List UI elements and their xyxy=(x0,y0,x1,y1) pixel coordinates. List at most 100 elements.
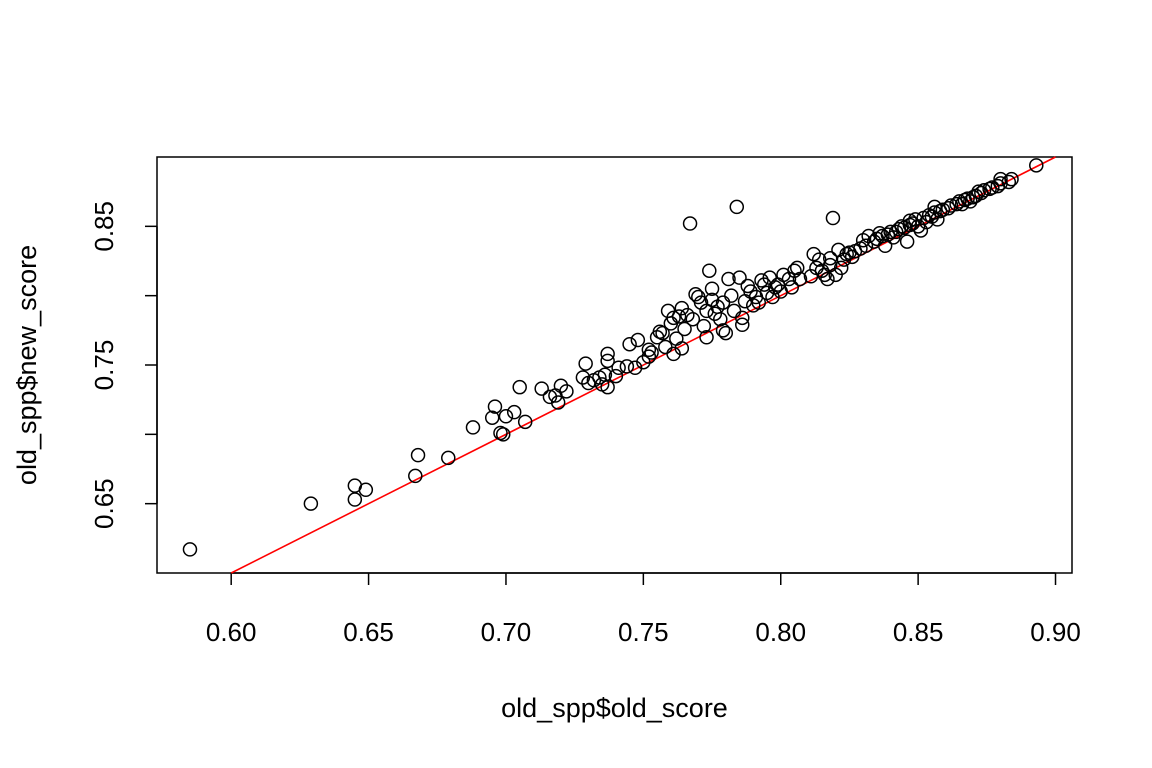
y-axis-label: old_spp$new_score xyxy=(12,245,42,485)
data-point xyxy=(789,260,805,276)
data-point xyxy=(550,395,566,410)
data-point xyxy=(927,205,942,220)
y-tick-label: 0.65 xyxy=(89,478,119,529)
data-point xyxy=(655,325,670,341)
data-point xyxy=(408,468,423,484)
data-point xyxy=(993,171,1008,187)
data-point xyxy=(517,414,533,430)
data-point xyxy=(784,280,799,295)
data-point xyxy=(441,450,456,466)
x-tick-label: 0.65 xyxy=(343,617,394,647)
data-point xyxy=(713,311,728,327)
data-point xyxy=(622,336,637,352)
data-point xyxy=(512,379,527,395)
data-point xyxy=(685,311,701,327)
data-point xyxy=(611,360,626,376)
data-point xyxy=(877,238,893,253)
data-point xyxy=(963,194,978,209)
data-point xyxy=(726,303,742,319)
data-point xyxy=(671,309,687,324)
data-point xyxy=(960,191,975,206)
data-point xyxy=(495,427,511,442)
data-point xyxy=(707,306,723,321)
data-point xyxy=(954,196,970,212)
data-point xyxy=(872,226,887,241)
data-point xyxy=(825,210,841,226)
data-point xyxy=(732,270,747,285)
data-point xyxy=(952,194,967,209)
y-tick-label: 0.85 xyxy=(89,201,119,252)
data-point xyxy=(465,420,481,435)
data-point xyxy=(487,399,503,414)
data-point xyxy=(751,295,767,310)
data-point xyxy=(919,214,934,230)
data-point xyxy=(559,384,574,399)
data-point xyxy=(976,183,992,198)
data-point xyxy=(534,381,549,396)
data-point xyxy=(674,341,690,356)
data-point xyxy=(498,409,514,424)
data-point xyxy=(600,379,615,395)
data-point xyxy=(724,288,739,303)
data-point xyxy=(658,339,673,355)
data-point xyxy=(820,271,835,287)
data-point xyxy=(743,284,758,299)
x-tick-label: 0.90 xyxy=(1030,617,1081,647)
data-point xyxy=(641,342,657,357)
data-point xyxy=(899,234,915,249)
data-point xyxy=(677,321,692,337)
data-point xyxy=(619,359,635,374)
data-point xyxy=(600,346,615,362)
x-tick-label: 0.85 xyxy=(893,617,944,647)
data-point xyxy=(822,250,838,266)
x-tick-label: 0.80 xyxy=(755,617,806,647)
data-point xyxy=(630,332,646,348)
x-axis: 0.60 0.65 0.70 0.75 0.80 0.85 0.90 xyxy=(206,572,1081,647)
data-point xyxy=(358,482,374,498)
y-axis: 0.65 0.75 0.85 xyxy=(89,201,158,529)
x-tick-label: 0.70 xyxy=(481,617,532,647)
data-point xyxy=(704,281,720,296)
x-tick-label: 0.60 xyxy=(206,617,257,647)
data-point xyxy=(600,353,615,369)
data-point xyxy=(410,447,426,463)
data-point xyxy=(1001,174,1017,190)
data-point xyxy=(575,370,591,385)
y-tick-label: 0.75 xyxy=(89,340,119,391)
data-point xyxy=(347,492,363,507)
data-point xyxy=(702,263,717,278)
data-point xyxy=(735,310,750,326)
data-point xyxy=(636,354,651,370)
data-point xyxy=(699,330,714,345)
x-tick-label: 0.75 xyxy=(618,617,669,647)
data-point xyxy=(666,310,681,326)
data-point xyxy=(792,271,808,287)
x-axis-label: old_spp$old_score xyxy=(501,693,728,723)
data-point xyxy=(985,180,1000,195)
data-point xyxy=(553,378,569,394)
data-point xyxy=(943,198,959,213)
data-point xyxy=(641,349,657,364)
data-point xyxy=(806,246,821,262)
data-point xyxy=(888,224,904,240)
data-point xyxy=(578,356,593,371)
data-point xyxy=(1029,158,1044,173)
data-point xyxy=(721,271,736,287)
data-point xyxy=(941,201,956,216)
data-point xyxy=(875,228,890,244)
data-point xyxy=(644,345,659,360)
data-point xyxy=(1004,171,1019,187)
data-point xyxy=(682,216,698,231)
data-point xyxy=(718,325,734,341)
data-point xyxy=(303,496,319,511)
data-point xyxy=(935,202,951,217)
data-point xyxy=(735,317,750,333)
data-points xyxy=(182,158,1044,557)
data-point xyxy=(833,260,849,276)
data-point xyxy=(858,238,874,253)
data-point xyxy=(506,404,522,420)
data-point xyxy=(715,323,731,338)
data-point xyxy=(484,410,500,425)
data-point xyxy=(608,368,624,384)
